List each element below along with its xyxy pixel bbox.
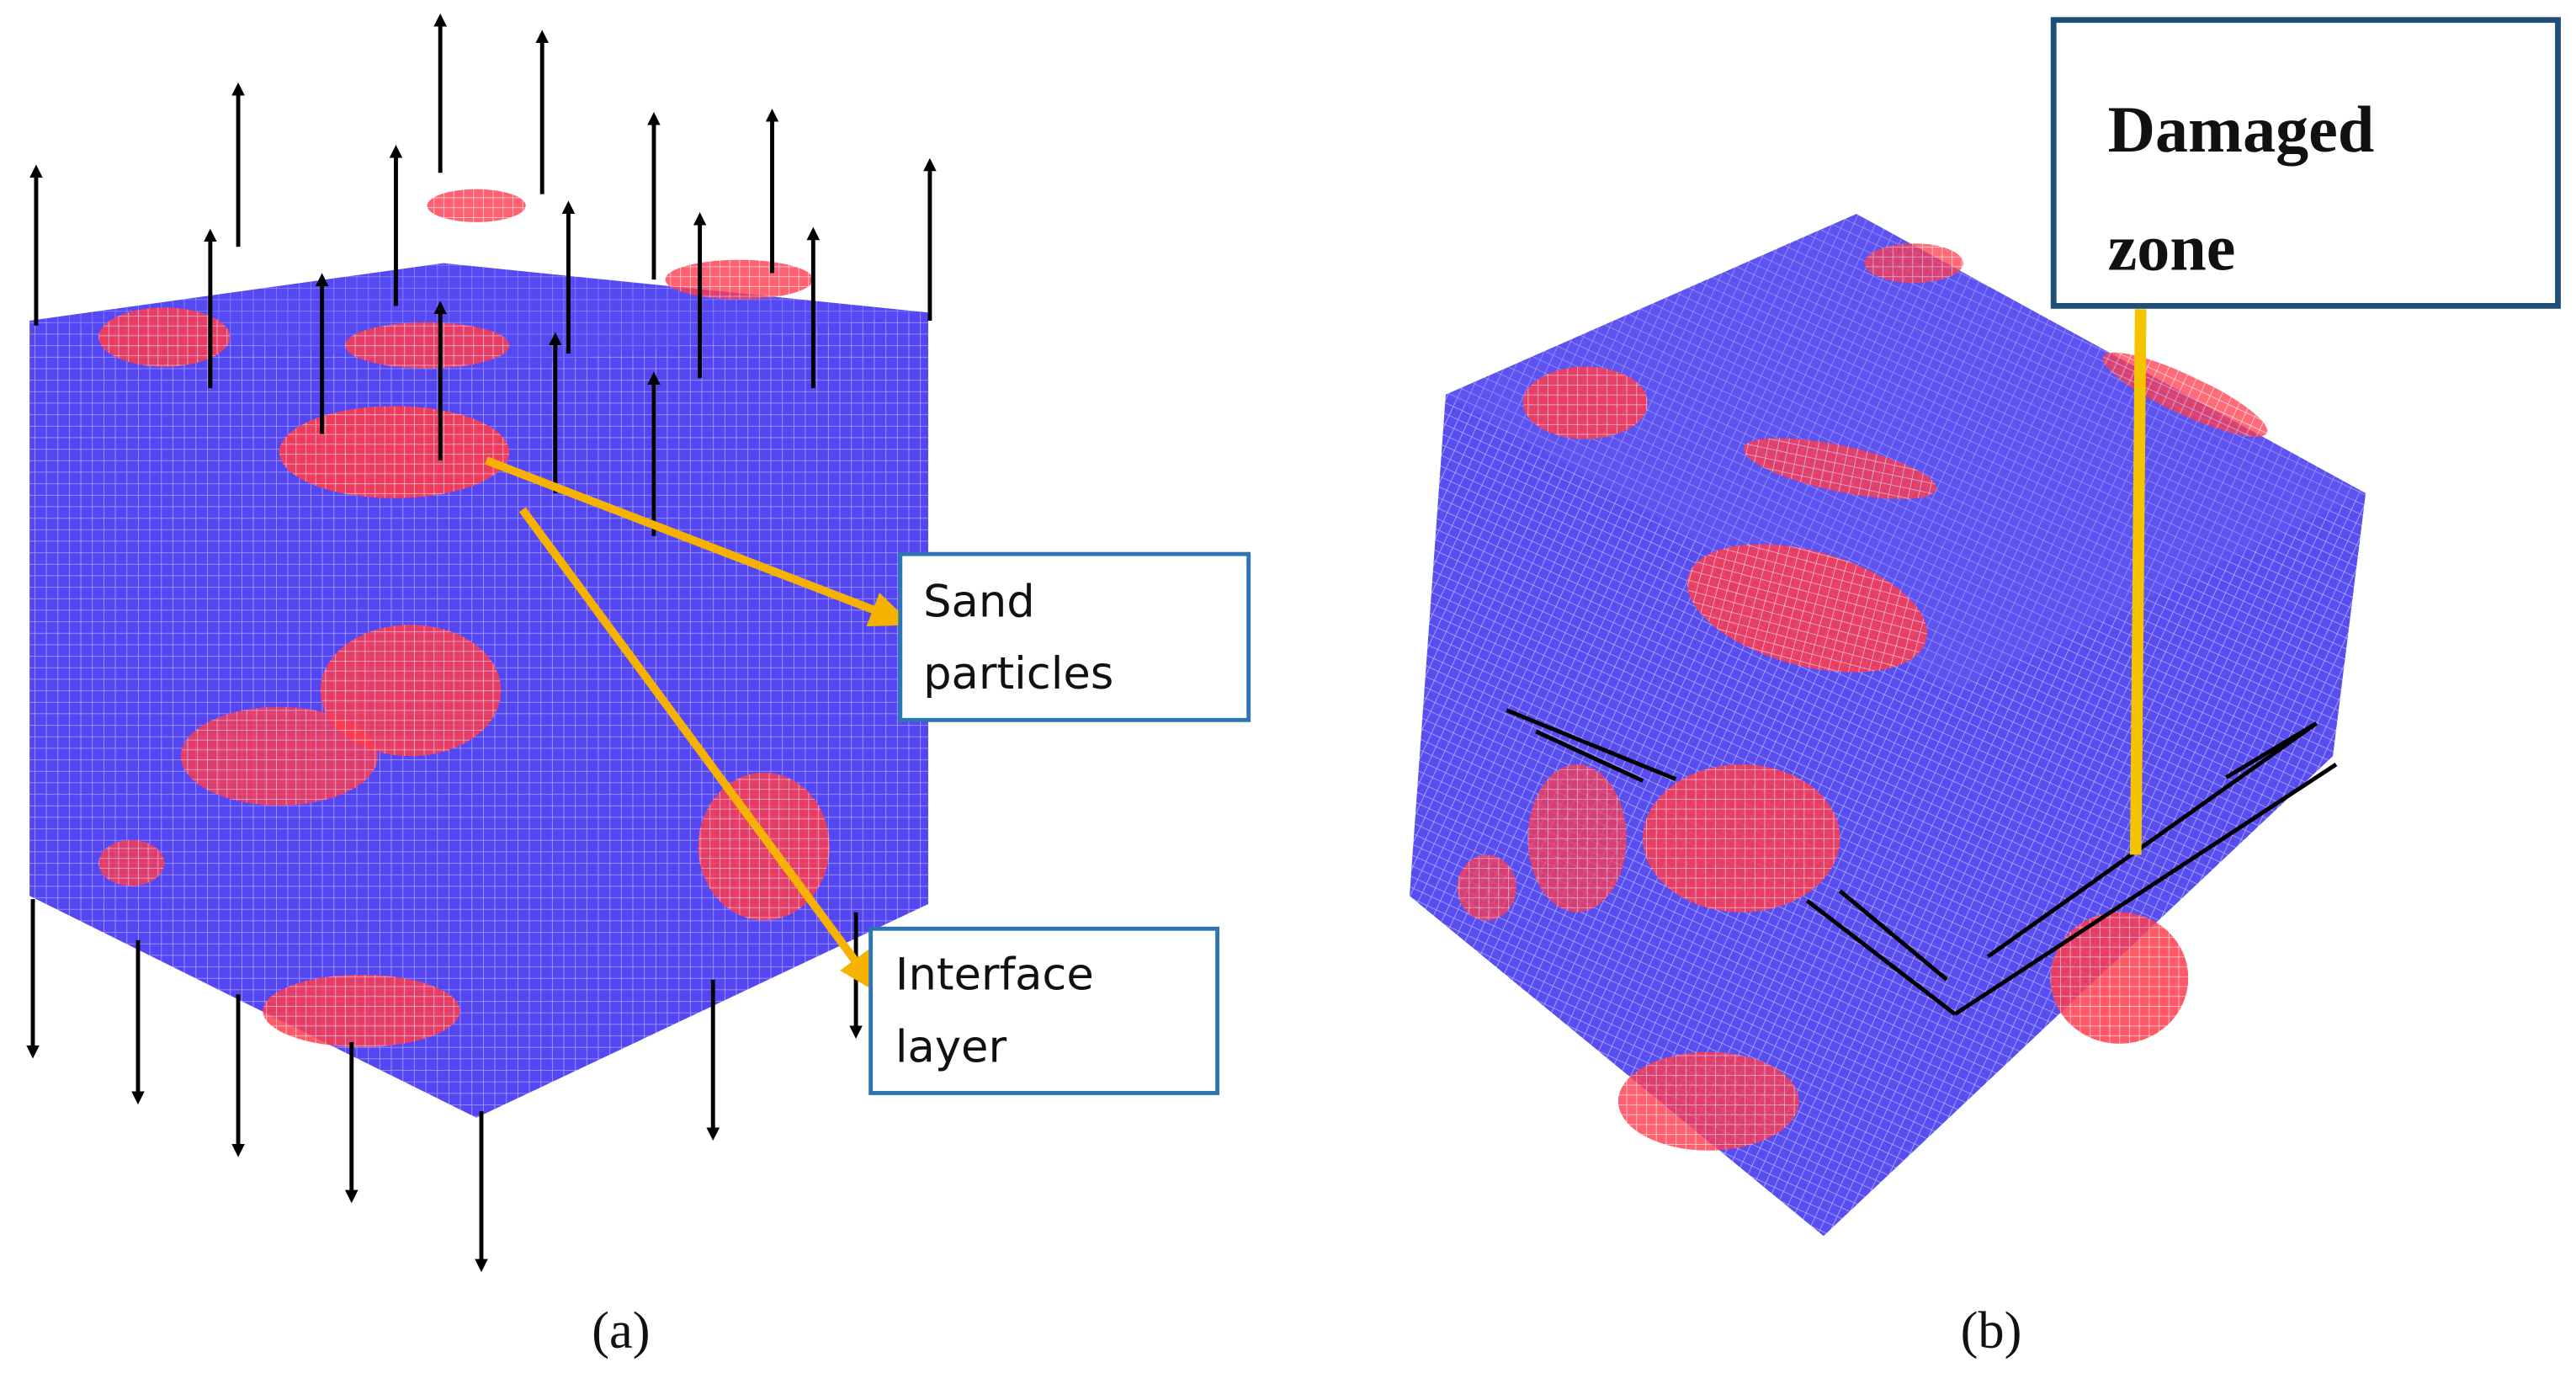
crack-lines xyxy=(1506,708,2338,1016)
label-line: Sand xyxy=(923,576,1035,627)
caption: (b) xyxy=(1961,1301,2022,1359)
label-box xyxy=(898,551,1251,722)
label-line: particles xyxy=(923,648,1113,700)
pointer-arrows xyxy=(485,456,913,995)
pointer-line xyxy=(2129,309,2147,855)
label-box xyxy=(868,926,1219,1095)
load-arrows xyxy=(26,13,937,1273)
label-box xyxy=(2050,17,2561,309)
label-line: layer xyxy=(895,1021,1007,1072)
label-line: zone xyxy=(2108,210,2236,284)
caption: (a) xyxy=(592,1301,650,1359)
cube-a xyxy=(29,189,928,1118)
label-line: Damaged xyxy=(2108,93,2375,166)
cube-b xyxy=(1409,214,2366,1237)
label-line: Interface xyxy=(895,949,1094,1000)
